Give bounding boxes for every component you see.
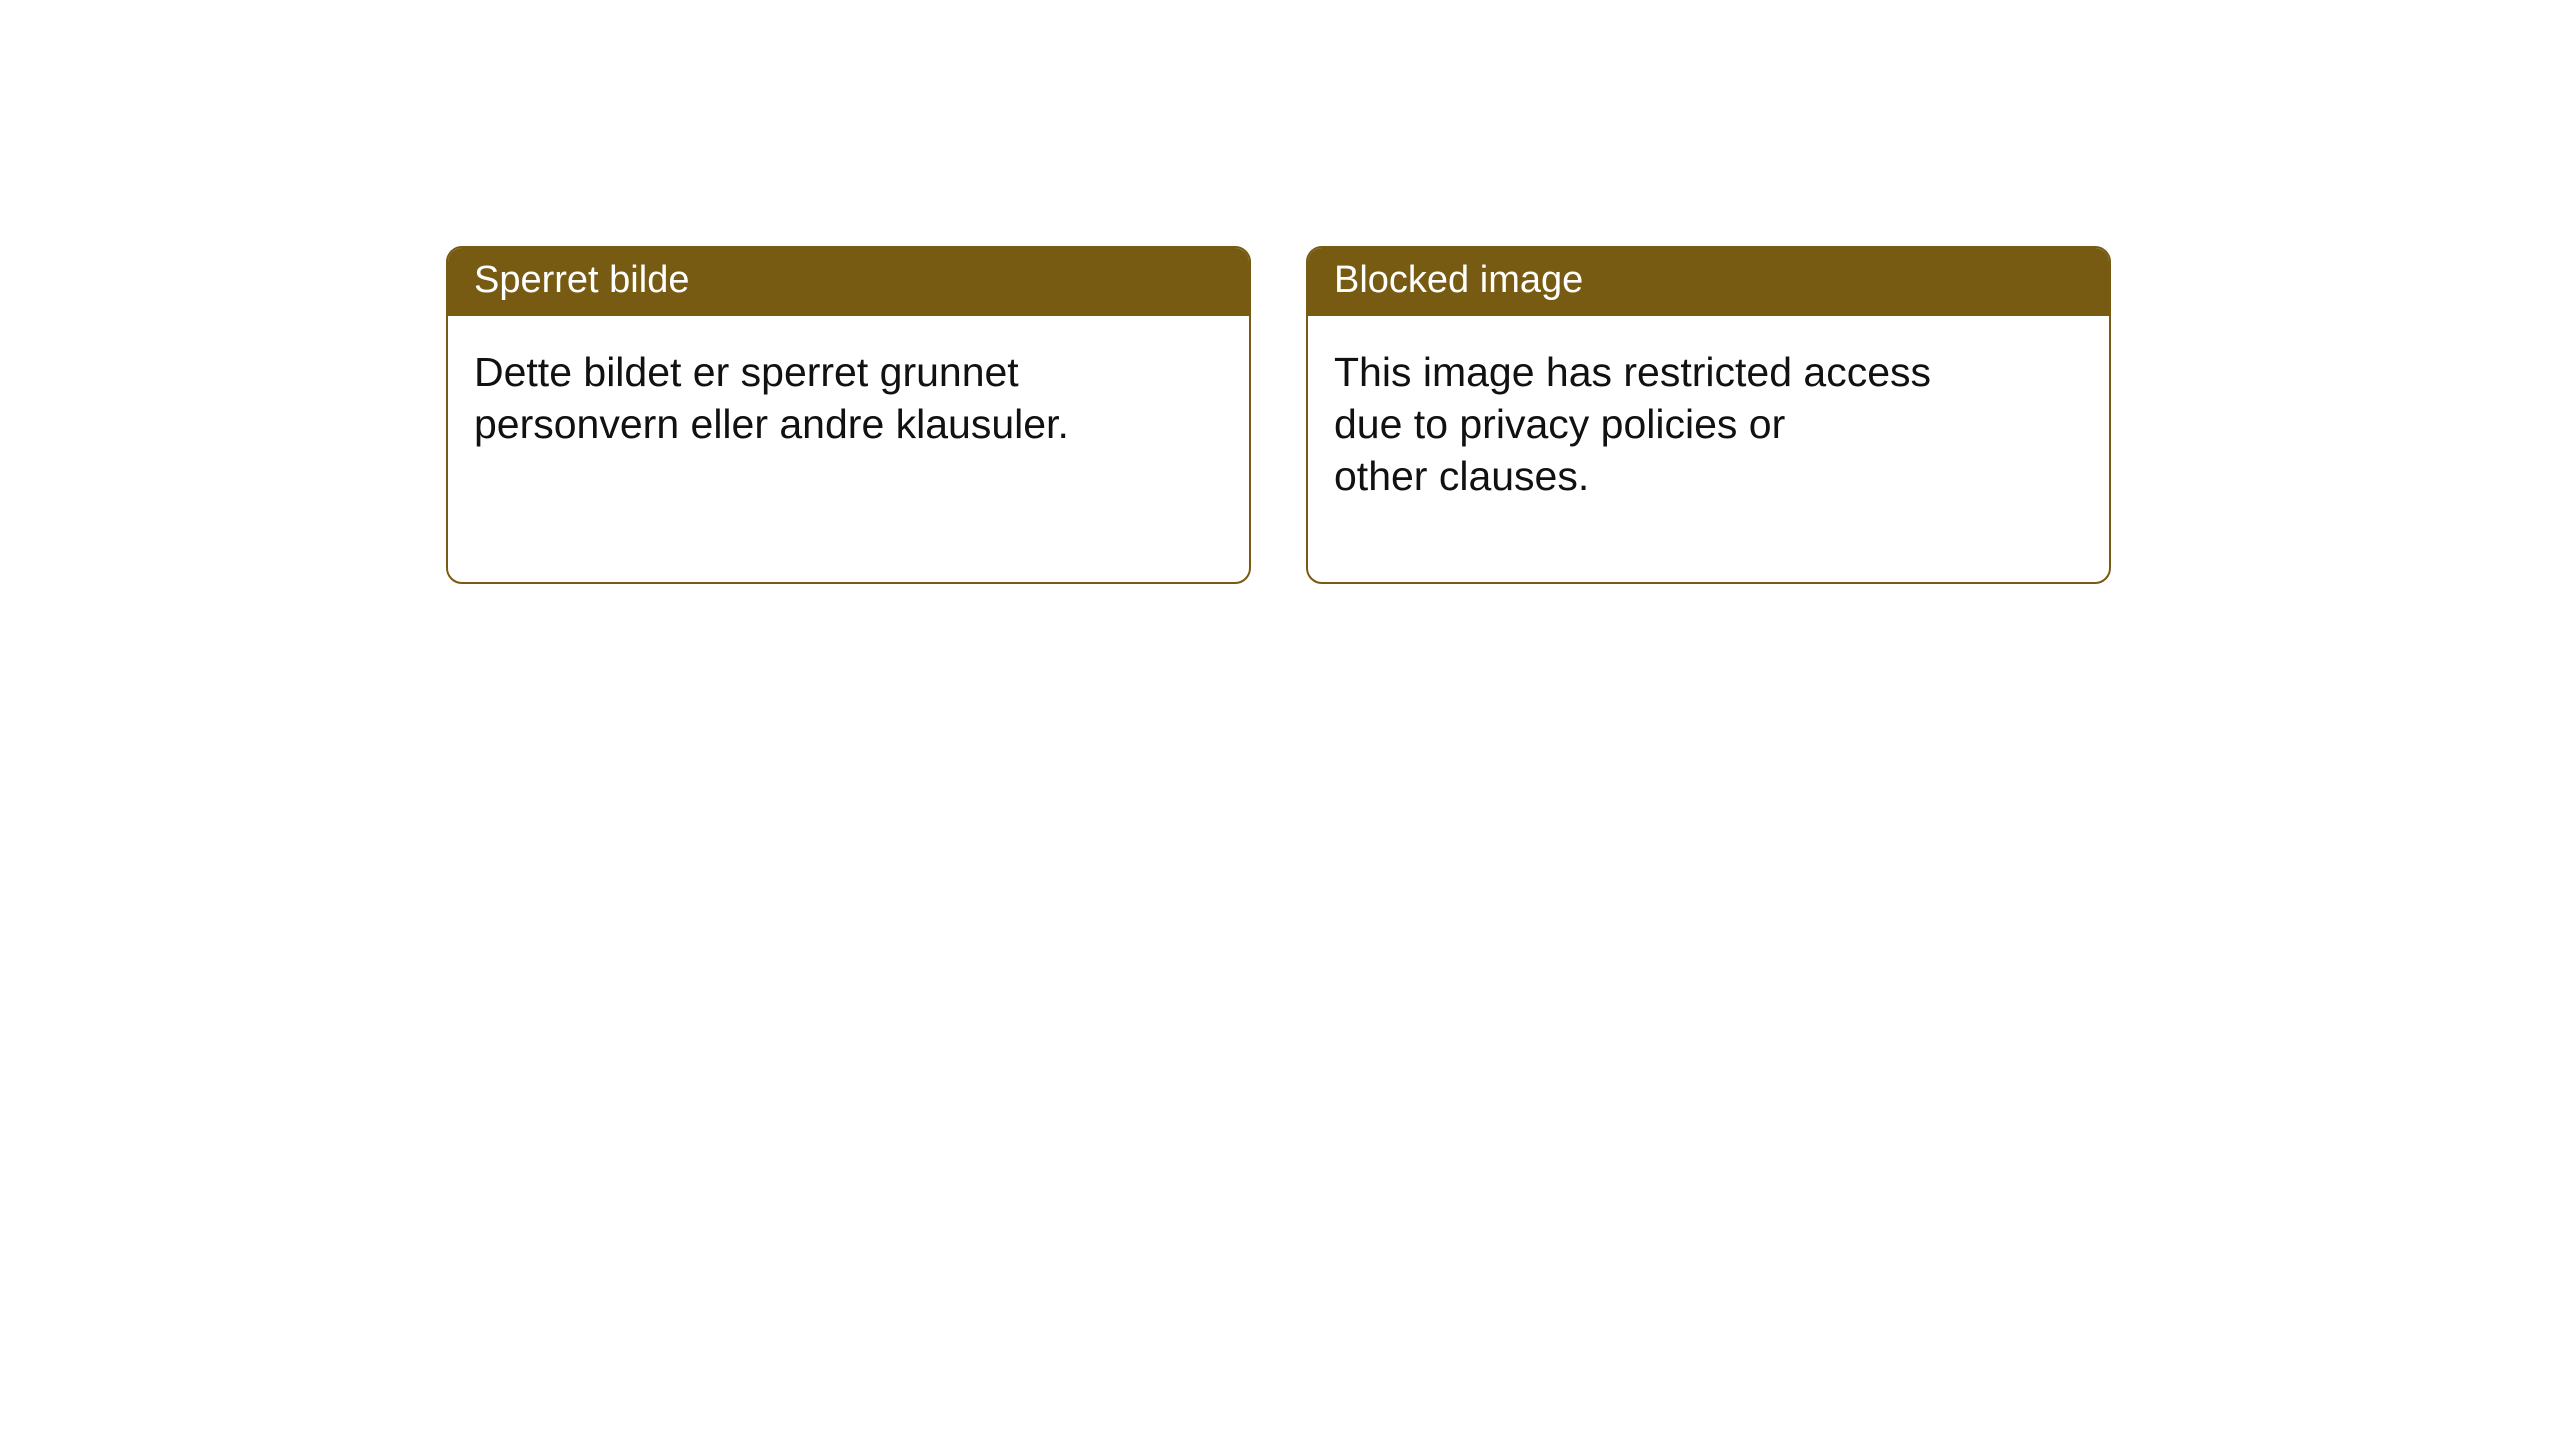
notice-card-title: Blocked image (1308, 248, 2109, 316)
notice-card-title: Sperret bilde (448, 248, 1249, 316)
notice-card-english: Blocked image This image has restricted … (1306, 246, 2111, 584)
notice-card-body: Dette bildet er sperret grunnet personve… (448, 316, 1148, 476)
notice-card-norwegian: Sperret bilde Dette bildet er sperret gr… (446, 246, 1251, 584)
notice-cards-container: Sperret bilde Dette bildet er sperret gr… (446, 246, 2111, 584)
notice-card-body: This image has restricted access due to … (1308, 316, 2008, 528)
